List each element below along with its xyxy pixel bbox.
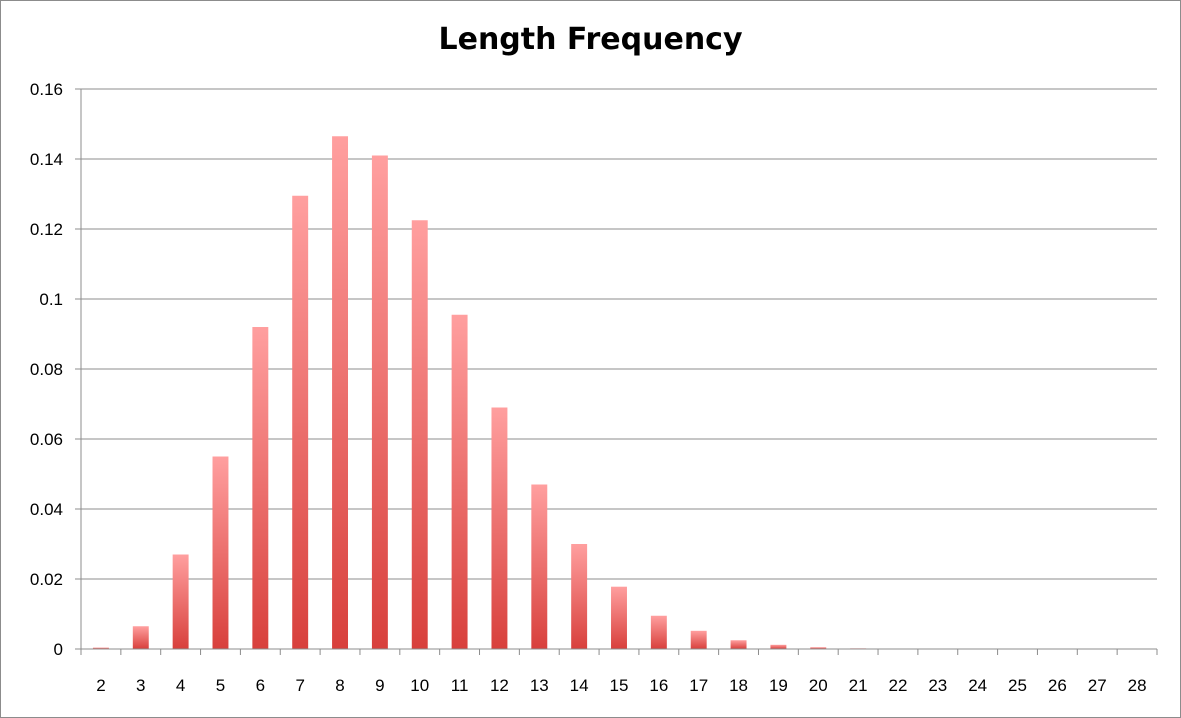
x-tick-label: 21 xyxy=(849,676,868,695)
bar-8 xyxy=(332,136,349,649)
x-tick-label: 2 xyxy=(96,676,105,695)
y-tick-label: 0 xyxy=(54,640,63,659)
y-tick-label: 0.16 xyxy=(30,80,63,99)
y-tick-labels: 0 0.02 0.04 0.06 0.08 0.1 0.12 0.14 0.16 xyxy=(30,80,63,659)
y-tick-label: 0.06 xyxy=(30,430,63,449)
axes xyxy=(80,89,1158,655)
x-tick-label: 14 xyxy=(570,676,589,695)
x-tick-label: 24 xyxy=(968,676,987,695)
x-tick-label: 25 xyxy=(1008,676,1027,695)
bars xyxy=(92,136,906,649)
y-tick-label: 0.04 xyxy=(30,500,63,519)
x-tick-label: 18 xyxy=(729,676,748,695)
bar-18 xyxy=(730,640,747,649)
bar-9 xyxy=(371,155,388,649)
grid-lines xyxy=(75,88,1157,650)
y-tick-label: 0.02 xyxy=(30,570,63,589)
bar-13 xyxy=(531,484,548,649)
x-tick-label: 20 xyxy=(809,676,828,695)
x-tick-labels: 2 3 4 5 6 7 8 9 10 11 12 13 14 15 16 17 18 19 20 21 22 23 24 25… xyxy=(96,676,1146,695)
x-tick-label: 26 xyxy=(1048,676,1067,695)
y-tick-label: 0.08 xyxy=(30,360,63,379)
x-tick-label: 13 xyxy=(530,676,549,695)
bar-16 xyxy=(650,615,667,649)
bar-17 xyxy=(690,630,707,649)
x-tick-label: 4 xyxy=(176,676,185,695)
bar-7 xyxy=(292,195,309,649)
x-tick-label: 23 xyxy=(928,676,947,695)
bar-19 xyxy=(770,644,787,649)
x-tick-label: 7 xyxy=(295,676,304,695)
bar-3 xyxy=(132,626,149,649)
x-tick-label: 19 xyxy=(769,676,788,695)
y-tick-label: 0.14 xyxy=(30,150,63,169)
x-tick-label: 3 xyxy=(136,676,145,695)
x-tick-label: 6 xyxy=(256,676,265,695)
bar-11 xyxy=(451,314,468,649)
y-tick-label: 0.12 xyxy=(30,220,63,239)
x-tick-label: 11 xyxy=(451,676,469,695)
x-tick-label: 9 xyxy=(375,676,384,695)
x-tick-label: 5 xyxy=(216,676,225,695)
bar-14 xyxy=(571,544,588,649)
bar-12 xyxy=(491,407,508,649)
bar-20 xyxy=(810,647,827,649)
bar-6 xyxy=(252,327,269,649)
x-tick-label: 8 xyxy=(335,676,344,695)
y-tick-label: 0.1 xyxy=(39,290,63,309)
bar-4 xyxy=(172,554,189,649)
x-tick-label: 22 xyxy=(889,676,908,695)
x-tick-label: 27 xyxy=(1088,676,1107,695)
x-tick-label: 17 xyxy=(689,676,708,695)
bar-5 xyxy=(212,456,229,649)
x-tick-label: 10 xyxy=(410,676,429,695)
x-tick-label: 12 xyxy=(490,676,509,695)
x-tick-label: 28 xyxy=(1128,676,1147,695)
bar-15 xyxy=(611,586,627,649)
x-tick-label: 16 xyxy=(649,676,668,695)
chart-title: Length Frequency xyxy=(438,22,743,57)
x-tick-label: 15 xyxy=(610,676,629,695)
bar-10 xyxy=(411,220,428,649)
bar-2 xyxy=(92,647,109,649)
